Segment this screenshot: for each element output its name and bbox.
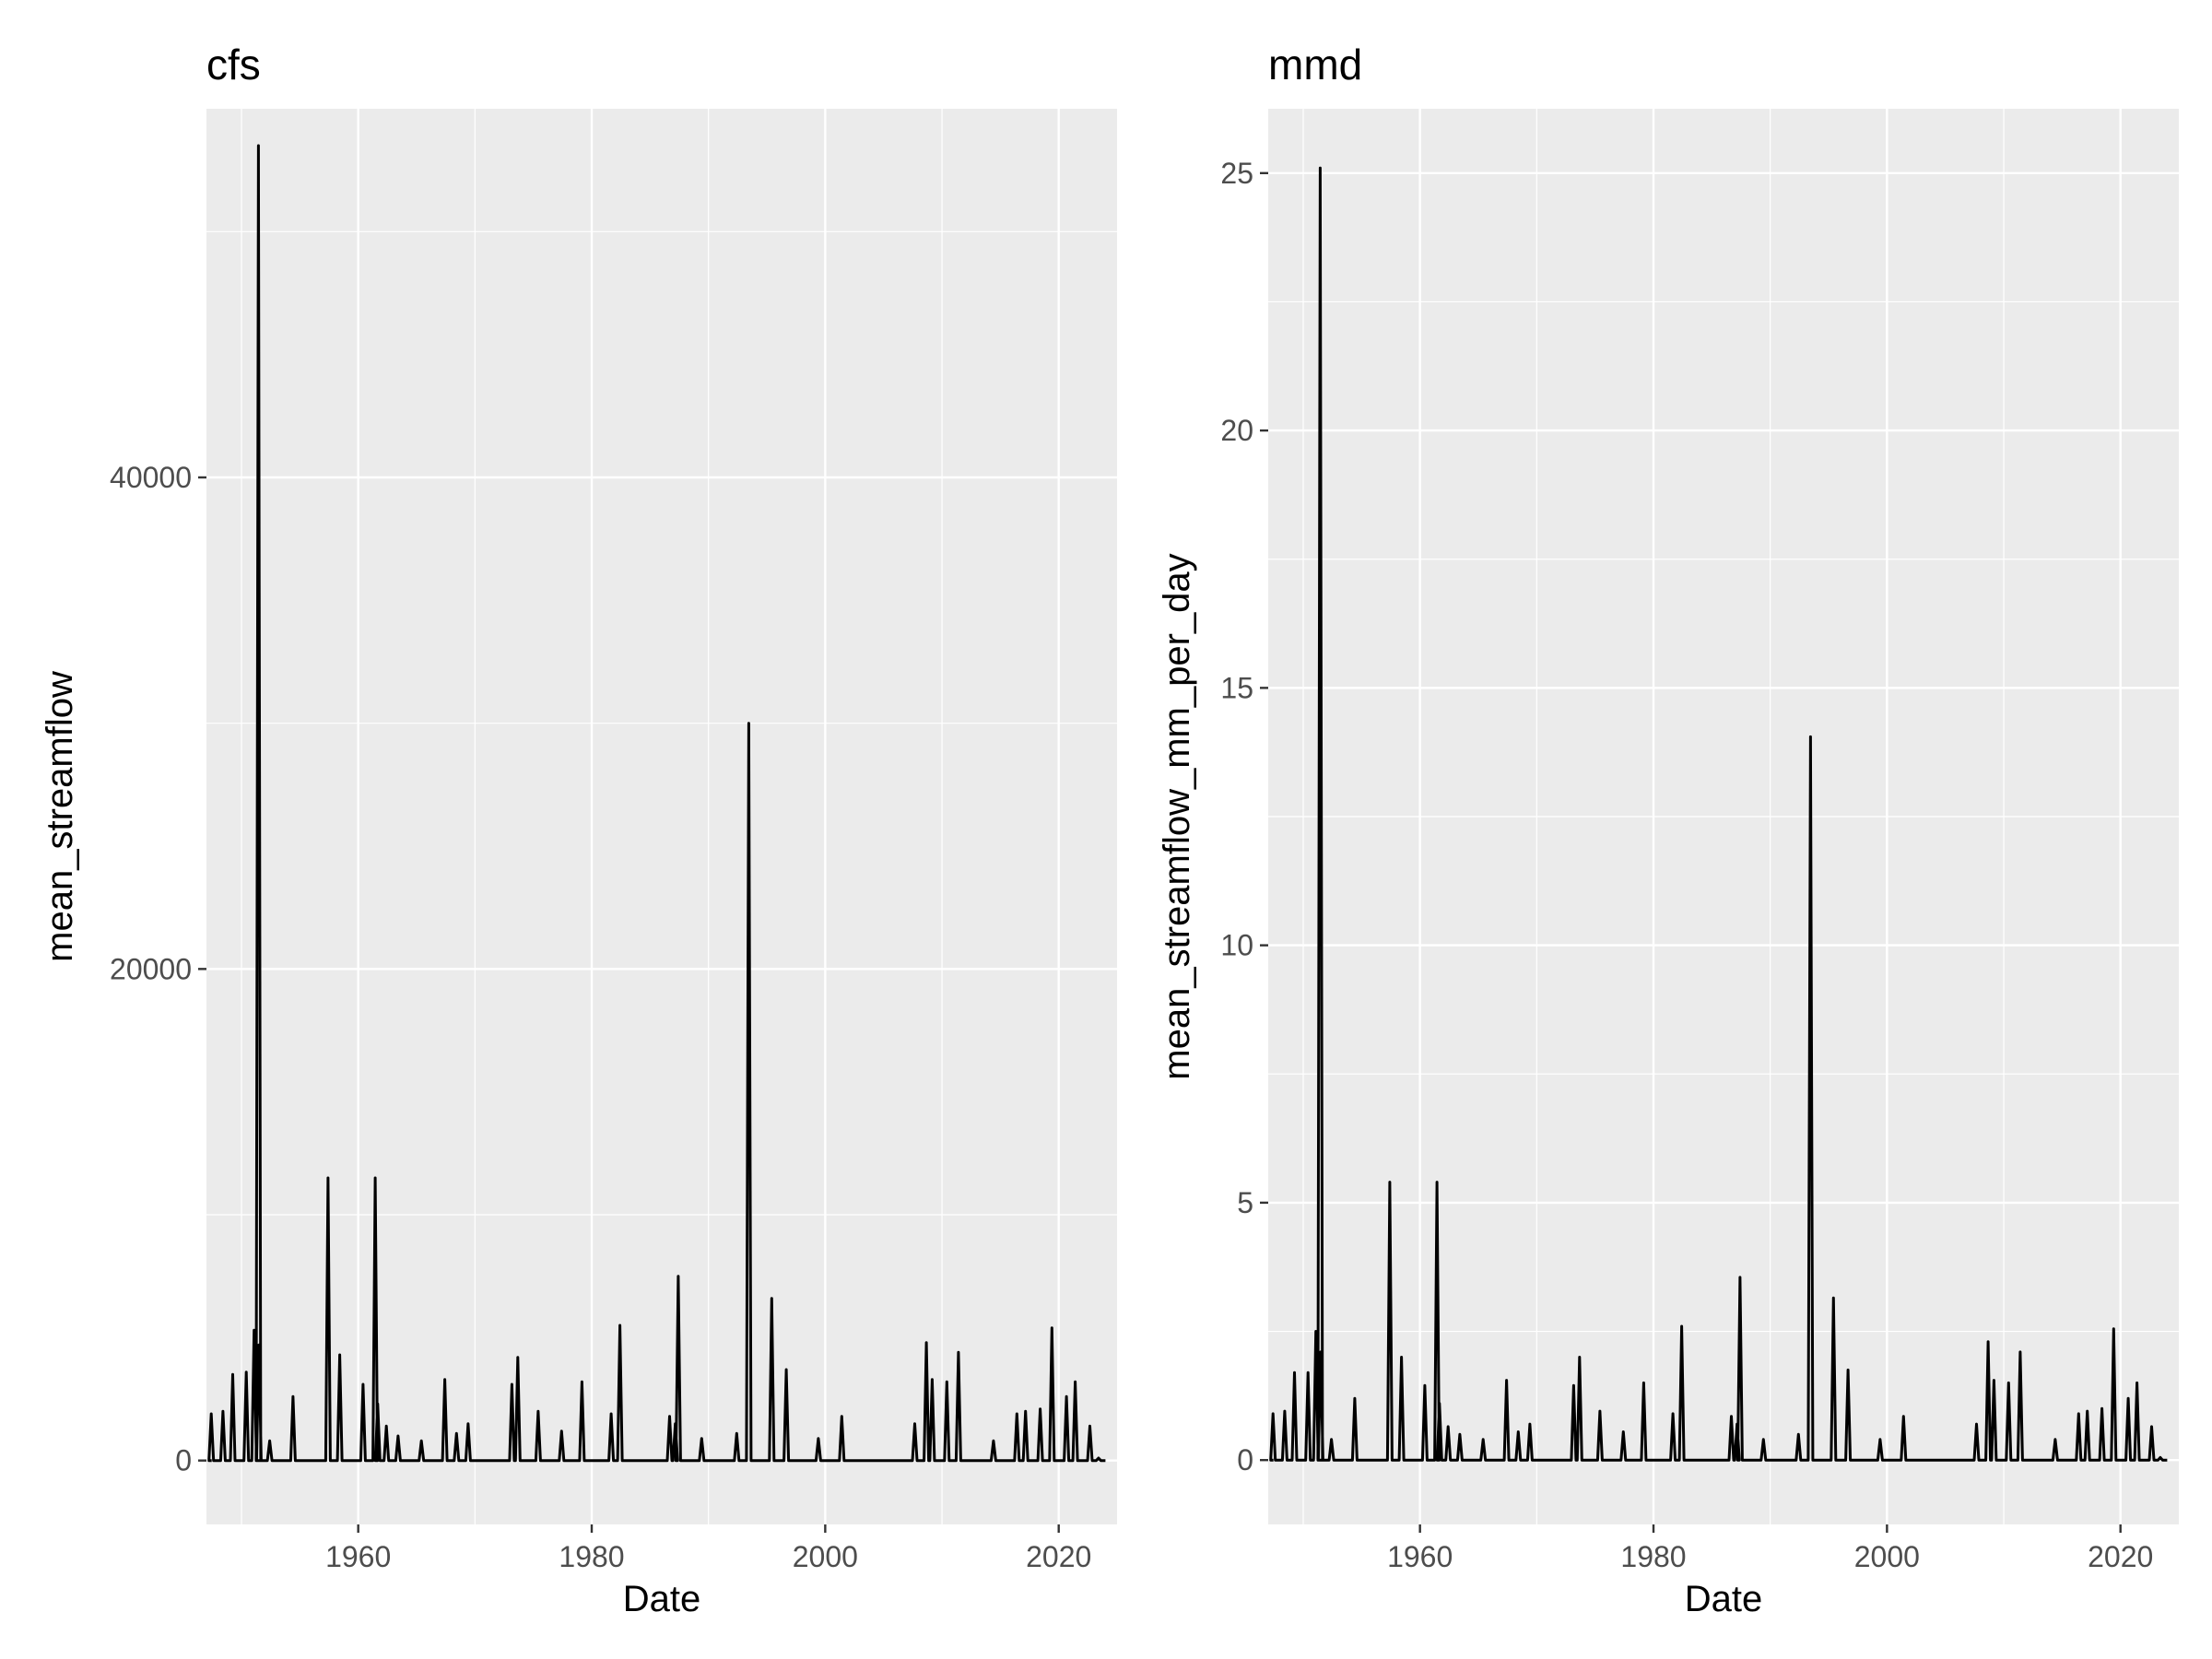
y-tick-label: 0 — [1237, 1443, 1253, 1477]
y-axis-title-mmd: mean_streamflow_mm_per_day — [1157, 553, 1197, 1079]
x-axis-title-cfs: Date — [623, 1579, 701, 1619]
x-tick-label: 1980 — [1620, 1540, 1686, 1573]
x-tick-label: 2020 — [1026, 1540, 1091, 1573]
panel-mmd: mmd 1960 1980 2000 2020 0 5 10 15 20 25 Date mean… — [1157, 41, 2179, 1619]
y-tick-label: 15 — [1220, 671, 1253, 704]
series-line-cfs — [207, 144, 1106, 1463]
axis-ticks-cfs: 1960 1980 2000 2020 0 20000 40000 — [110, 461, 1091, 1573]
series-line-mmd — [1269, 166, 2168, 1462]
panel-cfs: cfs 1960 1980 2000 2020 0 20000 40000 Date mea… — [40, 41, 1117, 1619]
y-tick-label: 0 — [175, 1444, 192, 1477]
y-tick-label: 5 — [1237, 1186, 1253, 1219]
x-tick-label: 1960 — [1387, 1540, 1453, 1573]
x-tick-label: 2020 — [2088, 1540, 2153, 1573]
axis-ticks-mmd: 1960 1980 2000 2020 0 5 10 15 20 25 — [1220, 157, 2153, 1573]
y-tick-label: 25 — [1220, 157, 1253, 190]
x-axis-title-mmd: Date — [1685, 1579, 1763, 1619]
y-tick-label: 20000 — [110, 952, 192, 985]
y-tick-label: 20 — [1220, 414, 1253, 447]
x-tick-label: 2000 — [1854, 1540, 1920, 1573]
x-tick-label: 1980 — [559, 1540, 624, 1573]
panel-title-cfs: cfs — [206, 41, 261, 88]
y-tick-label: 40000 — [110, 461, 192, 494]
y-tick-label: 10 — [1220, 929, 1253, 962]
panel-title-mmd: mmd — [1268, 41, 1362, 88]
x-tick-label: 1960 — [325, 1540, 391, 1573]
y-axis-title-cfs: mean_streamflow — [40, 671, 80, 962]
x-tick-label: 2000 — [793, 1540, 858, 1573]
grid-mmd — [1268, 109, 2179, 1524]
plot-background-cfs — [206, 109, 1117, 1524]
